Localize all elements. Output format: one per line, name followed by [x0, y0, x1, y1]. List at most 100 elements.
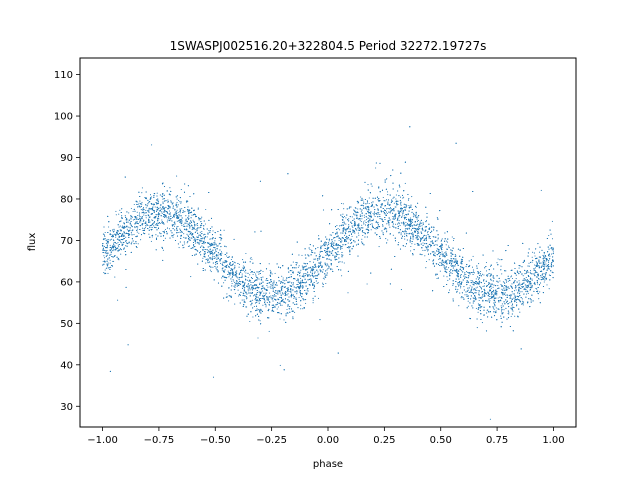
data-point [113, 260, 115, 262]
data-point [112, 260, 114, 262]
data-point [488, 298, 490, 300]
data-point [351, 216, 353, 218]
data-point [510, 315, 512, 317]
data-point [167, 199, 169, 201]
data-point [124, 215, 126, 217]
data-point [230, 264, 232, 266]
data-point [487, 309, 489, 311]
data-point [494, 292, 496, 294]
data-point [502, 281, 504, 283]
data-point [437, 250, 439, 252]
data-point [203, 243, 205, 245]
data-point [316, 282, 318, 284]
data-point [539, 262, 541, 265]
data-point [105, 243, 107, 245]
data-point [252, 299, 254, 301]
data-point [537, 283, 539, 285]
data-point [425, 235, 427, 237]
data-point [386, 191, 389, 193]
data-point [512, 293, 514, 295]
data-point [179, 201, 181, 203]
data-point [104, 269, 106, 271]
data-point [385, 199, 388, 201]
data-point [514, 315, 516, 317]
data-point [411, 221, 414, 223]
data-point [538, 251, 541, 253]
data-point [485, 261, 488, 264]
data-point [113, 241, 115, 243]
data-point [338, 239, 340, 242]
data-point [197, 208, 199, 210]
data-point [531, 279, 533, 281]
data-point [472, 297, 474, 299]
data-point [290, 273, 292, 276]
data-point [327, 264, 329, 266]
data-point [281, 275, 283, 277]
data-point [531, 284, 533, 286]
data-point [532, 251, 534, 253]
data-point [399, 209, 402, 211]
data-point [406, 227, 408, 229]
data-point [219, 262, 222, 264]
data-point [367, 221, 369, 223]
data-point [121, 216, 123, 218]
data-point [363, 216, 365, 218]
data-point [224, 259, 226, 262]
data-point [464, 272, 466, 274]
data-point [470, 291, 472, 293]
data-point [476, 289, 478, 292]
data-point [277, 306, 279, 308]
data-point [368, 197, 370, 199]
data-point [157, 213, 159, 215]
data-point [430, 246, 432, 248]
data-point [322, 245, 324, 247]
data-point [521, 291, 523, 293]
data-point [446, 276, 448, 278]
data-point [492, 286, 494, 288]
data-point [342, 203, 344, 205]
data-point [178, 247, 180, 249]
data-point [465, 266, 467, 268]
data-point [309, 248, 311, 251]
data-point [371, 223, 373, 225]
data-point [105, 250, 107, 252]
data-point [145, 209, 147, 211]
data-point [346, 229, 348, 231]
data-point [357, 232, 359, 234]
data-point [399, 196, 402, 198]
data-point [258, 278, 260, 280]
data-point [505, 294, 507, 296]
data-point [328, 243, 330, 245]
data-point [303, 299, 305, 301]
data-point [120, 253, 122, 255]
data-point [149, 194, 152, 196]
data-point [299, 285, 301, 287]
data-point [416, 233, 419, 235]
data-point [530, 272, 532, 274]
data-point [112, 248, 114, 250]
data-point [389, 207, 392, 209]
data-point [478, 263, 480, 265]
data-point [478, 292, 480, 294]
data-point [528, 284, 530, 286]
data-point [206, 236, 208, 238]
data-point [460, 274, 462, 276]
data-point [362, 234, 364, 237]
data-point [322, 269, 324, 271]
data-point [239, 283, 242, 286]
data-point [179, 215, 181, 217]
data-point [103, 245, 106, 247]
data-point [151, 224, 153, 226]
data-point [279, 282, 282, 284]
data-point [502, 285, 504, 288]
data-point [536, 276, 538, 278]
data-point [380, 206, 382, 208]
data-point [246, 297, 248, 299]
data-point [331, 240, 333, 242]
data-point [366, 209, 368, 211]
data-point [348, 218, 350, 220]
data-point [176, 226, 178, 228]
data-point [273, 284, 275, 286]
data-point [145, 207, 147, 209]
